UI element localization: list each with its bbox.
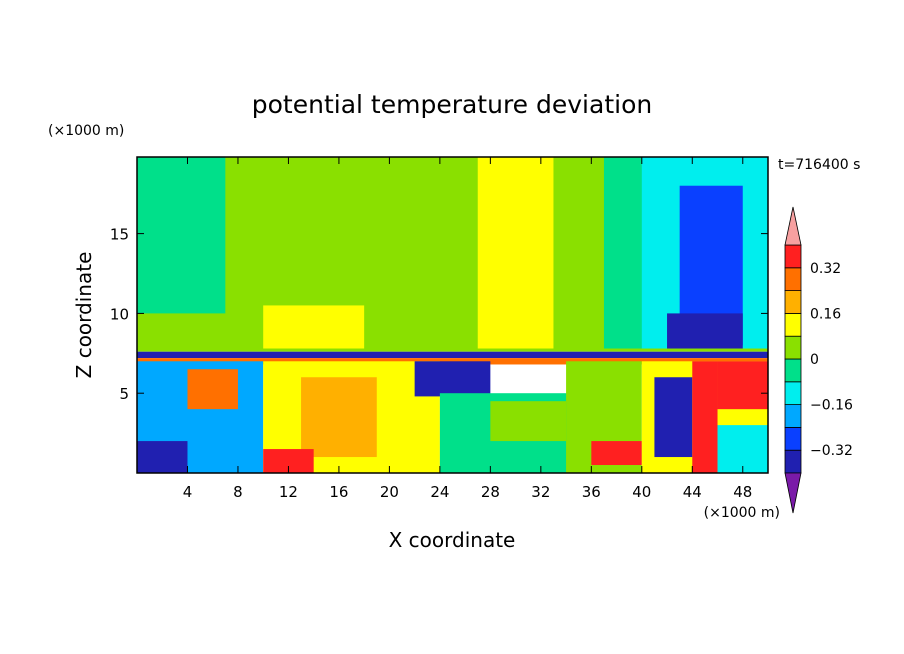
x-tick-label: 24 [430, 483, 449, 501]
contour-region-20 [490, 401, 567, 442]
contour-region-2 [237, 157, 302, 218]
time-label: t=716400 s [778, 157, 860, 173]
contour-region-1 [137, 157, 226, 314]
colorbar-segment [784, 290, 802, 314]
contour-region-17 [263, 449, 314, 473]
contour-region-26 [717, 361, 768, 410]
colorbar-segment [784, 335, 802, 360]
y-tick-label: 10 [110, 305, 129, 323]
chart-title: potential temperature deviation [252, 90, 652, 119]
x-tick-label: 8 [233, 483, 243, 501]
x-tick-label: 12 [279, 483, 298, 501]
x-tick-label: 48 [733, 483, 752, 501]
y-unit-label: (×1000 m) [48, 123, 124, 139]
contour-field [137, 157, 768, 473]
colorbar-tick-label: 0.16 [810, 306, 841, 322]
contour-region-14 [187, 369, 238, 410]
colorbar-segment [784, 267, 802, 291]
colorbar-bottom-arrow [784, 472, 802, 514]
contour-region-25 [692, 361, 718, 473]
x-tick-label: 36 [582, 483, 601, 501]
x-unit-label: (×1000 m) [704, 505, 780, 521]
contour-region-4 [477, 157, 554, 349]
x-axis-title: X coordinate [389, 528, 516, 552]
contour-region-13 [137, 441, 188, 473]
contour-region-18 [414, 361, 491, 397]
x-tick-label: 44 [683, 483, 702, 501]
contour-region-24 [654, 377, 693, 458]
x-tick-label: 16 [329, 483, 348, 501]
colorbar-segment [784, 244, 802, 269]
contour-region-22 [591, 441, 642, 466]
colorbar-top-arrow [784, 206, 802, 246]
y-axis: 5 10 15 [110, 226, 768, 403]
colorbar-segment [784, 358, 802, 383]
colorbar: 0.32 0.16 0 −0.16 −0.32 [784, 206, 853, 514]
colorbar-tick-label: −0.16 [810, 398, 853, 414]
x-tick-label: 32 [531, 483, 550, 501]
contour-region-8 [667, 313, 743, 349]
colorbar-segment [784, 404, 802, 428]
y-tick-label: 5 [119, 385, 129, 403]
contour-region-9 [263, 305, 365, 349]
contour-region-3 [414, 157, 478, 349]
colorbar-segment [784, 312, 802, 337]
x-axis: 4 8 12 16 20 24 28 32 36 40 44 48 [183, 157, 752, 501]
plot-frame [136, 156, 769, 474]
x-tick-label: 4 [183, 483, 193, 501]
x-tick-label: 28 [481, 483, 500, 501]
x-tick-label: 40 [632, 483, 651, 501]
colorbar-segment [784, 381, 802, 405]
colorbar-segment [784, 426, 802, 451]
y-tick-label: 15 [110, 226, 129, 244]
y-axis-title: Z coordinate [72, 252, 96, 379]
x-tick-label: 20 [380, 483, 399, 501]
colorbar-segment [784, 449, 802, 474]
contour-region-10 [137, 351, 768, 359]
contour-region-27 [717, 425, 768, 473]
colorbar-tick-label: 0.32 [810, 261, 841, 277]
colorbar-tick-label: −0.32 [810, 443, 853, 459]
colorbar-tick-label: 0 [810, 352, 819, 368]
contour-region-16 [301, 377, 377, 458]
